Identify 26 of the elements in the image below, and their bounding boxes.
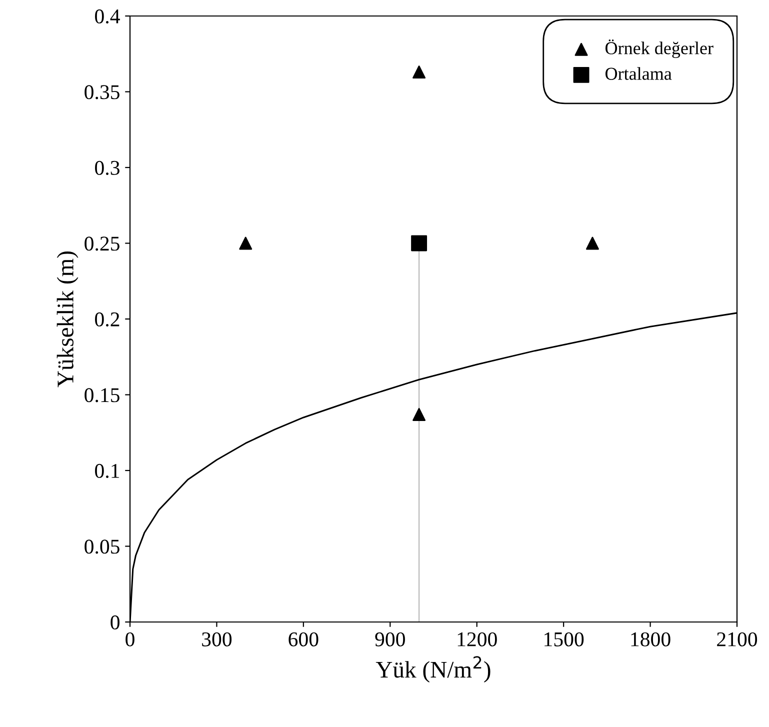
- legend-label: Ortalama: [605, 67, 672, 80]
- x-axis-title: Yük (N/m$^{2}$): [376, 656, 490, 683]
- y-tick-label: 0.1: [95, 464, 120, 478]
- point: [412, 66, 426, 79]
- point: [411, 235, 428, 252]
- point: [412, 408, 426, 421]
- y-tick-label: 0.25: [84, 236, 120, 251]
- x-tick-label: 0: [126, 632, 134, 646]
- y-tick-label: 0: [110, 615, 120, 630]
- x-tick-label: 900: [375, 632, 405, 646]
- y-tick-label: 0.05: [84, 540, 120, 554]
- point: [239, 236, 252, 250]
- y-tick-label: 0.2: [95, 312, 120, 327]
- x-tick-label: 300: [202, 632, 232, 646]
- y-axis-title: Yükseklik (m): [56, 252, 78, 388]
- x-tick-label: 2100: [717, 632, 758, 646]
- x-tick-label: 1200: [458, 632, 497, 646]
- legend-label: Örnek değerler: [605, 39, 714, 58]
- y-tick-label: 0.15: [84, 388, 120, 402]
- x-tick-label: 1800: [631, 632, 670, 646]
- y-tick-label: 0.4: [95, 9, 120, 24]
- x-tick-label: 1500: [544, 632, 584, 646]
- point: [586, 236, 599, 250]
- y-tick-label: 0.3: [95, 160, 120, 176]
- y-tick-label: 0.35: [84, 85, 120, 100]
- x-tick-label: 600: [288, 632, 318, 646]
